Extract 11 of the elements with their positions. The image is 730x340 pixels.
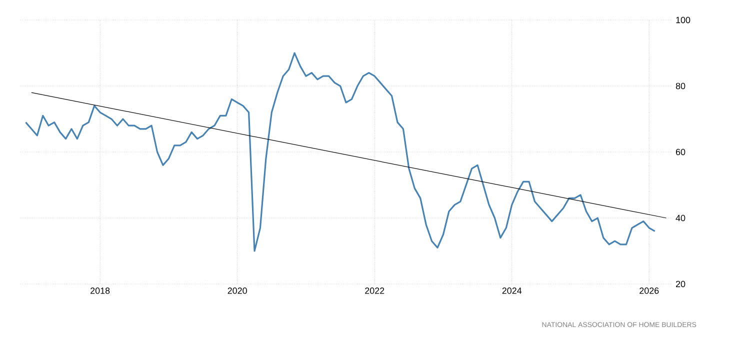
x-tick-label: 2024 [502,288,522,294]
y-tick-label: 80 [676,82,686,90]
x-tick-label: 2018 [90,288,110,294]
y-tick-label: 100 [676,16,690,24]
x-tick-label: 2022 [365,288,384,294]
y-tick-label: 20 [676,280,686,288]
y-tick-label: 60 [676,148,686,156]
line-series [24,52,656,252]
x-tick-label: 2026 [640,288,659,294]
y-tick-label: 40 [676,214,686,222]
x-tick-label: 2020 [228,288,247,294]
